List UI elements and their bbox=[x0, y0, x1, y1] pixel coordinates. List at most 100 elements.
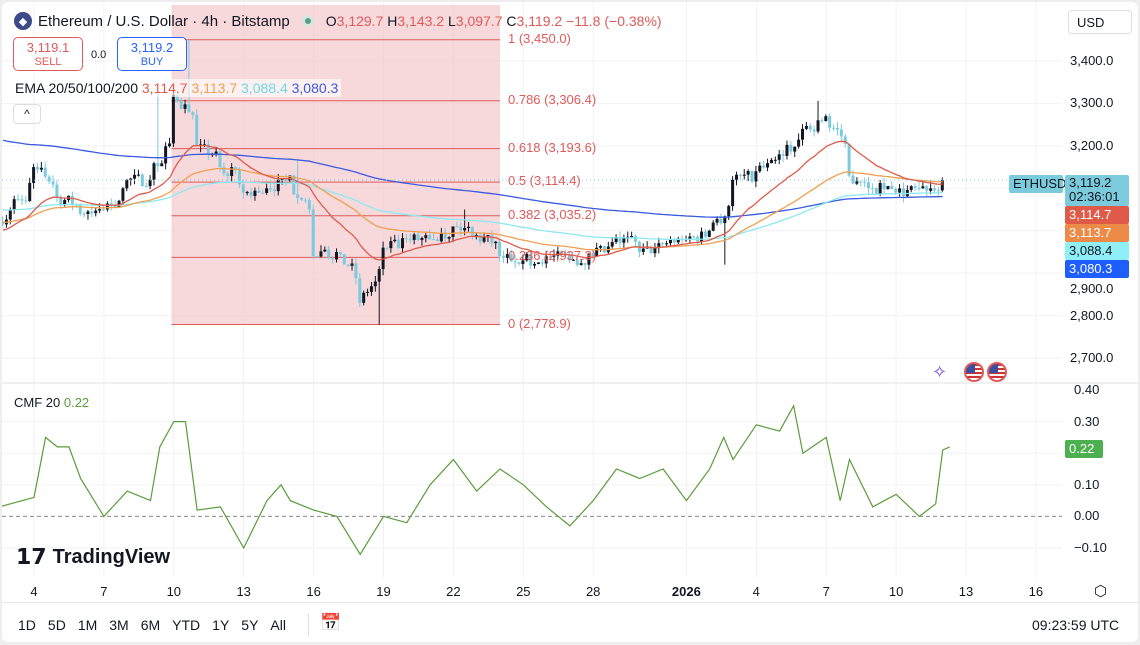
candle-body bbox=[16, 199, 20, 201]
settings-icon[interactable]: ⬡ bbox=[1094, 583, 1108, 600]
candle-body bbox=[467, 226, 471, 228]
tradingview-logo[interactable]: 𝟭𝟳 TradingView bbox=[16, 544, 171, 569]
candle-body bbox=[90, 211, 94, 214]
clock[interactable]: 09:23:59 UTC bbox=[1032, 617, 1120, 633]
sparkle-icon[interactable]: ✧ bbox=[932, 362, 948, 382]
currency-button[interactable]: USD bbox=[1068, 10, 1132, 34]
candle-body bbox=[51, 181, 55, 185]
candle-body bbox=[898, 188, 902, 193]
candle-body bbox=[618, 237, 622, 243]
cmf-value-tag: 0.22 bbox=[1065, 440, 1103, 458]
timeframe-5d[interactable]: 5D bbox=[47, 617, 66, 633]
candle-body bbox=[482, 237, 486, 242]
price-axis-label: 3,200.0 bbox=[1070, 137, 1114, 153]
candle-body bbox=[936, 190, 940, 192]
candle-body bbox=[886, 186, 890, 190]
date-axis-label: 25 bbox=[516, 584, 531, 599]
candle-body bbox=[397, 239, 401, 249]
timeframe-1d[interactable]: 1D bbox=[18, 617, 36, 633]
candle-body bbox=[261, 192, 265, 194]
candle-body bbox=[731, 179, 735, 207]
candle-body bbox=[665, 243, 669, 245]
candle-body bbox=[133, 174, 137, 179]
symbol-title[interactable]: Ethereum / U.S. Dollar · 4h · Bitstamp bbox=[38, 12, 290, 30]
candle-body bbox=[863, 181, 867, 183]
candle-body bbox=[894, 188, 898, 193]
timeframe-all[interactable]: All bbox=[270, 617, 286, 633]
candle-body bbox=[335, 251, 338, 260]
timeframe-1m[interactable]: 1M bbox=[77, 617, 98, 633]
candle-body bbox=[39, 167, 43, 170]
candle-body bbox=[432, 239, 436, 241]
candle-body bbox=[773, 159, 777, 161]
market-status-icon bbox=[301, 15, 314, 27]
candle-body bbox=[451, 226, 455, 237]
timeframe-ytd[interactable]: YTD bbox=[172, 617, 201, 633]
candle-body bbox=[393, 239, 397, 242]
candle-body bbox=[657, 243, 661, 249]
buy-button[interactable]: 3,119.2 BUY bbox=[117, 37, 187, 71]
candle-body bbox=[517, 262, 521, 264]
timeframe-1y[interactable]: 1Y bbox=[212, 617, 230, 633]
candle-body bbox=[509, 254, 513, 262]
candle-body bbox=[719, 218, 723, 224]
candle-body bbox=[156, 163, 160, 167]
candle-body bbox=[913, 186, 917, 188]
date-axis-label: 19 bbox=[376, 584, 391, 599]
candle-body bbox=[501, 256, 505, 258]
last-price-tag: 3,119.2 02:36:01 bbox=[1065, 175, 1129, 206]
candle-body bbox=[331, 258, 335, 260]
us-flag-event-icon[interactable] bbox=[964, 362, 984, 382]
candle-body bbox=[109, 203, 113, 205]
candle-body bbox=[742, 174, 746, 176]
candle-body bbox=[412, 234, 416, 240]
candle-body bbox=[595, 247, 599, 257]
candle-body bbox=[668, 239, 672, 244]
candle-body bbox=[490, 235, 494, 244]
candle-body bbox=[70, 195, 74, 205]
candle-body bbox=[98, 209, 102, 211]
fib-level-label: 0.786 (3,306.4) bbox=[508, 91, 597, 107]
timeframe-6m[interactable]: 6M bbox=[140, 617, 161, 633]
candle-body bbox=[319, 251, 323, 257]
candle-body bbox=[249, 192, 253, 196]
timeframe-3m[interactable]: 3M bbox=[109, 617, 129, 633]
candle-body bbox=[878, 182, 882, 195]
candle-body bbox=[824, 116, 828, 122]
candle-body bbox=[890, 186, 894, 189]
sell-button[interactable]: 3,119.1 SELL bbox=[13, 37, 83, 71]
candle-body bbox=[28, 182, 32, 202]
candle-body bbox=[622, 237, 626, 243]
candle-body bbox=[463, 227, 467, 231]
candle-body bbox=[474, 234, 478, 236]
candle-body bbox=[591, 253, 595, 257]
candle-body bbox=[870, 188, 874, 190]
candle-body bbox=[408, 239, 412, 241]
candle-body bbox=[808, 125, 812, 130]
candle-body bbox=[268, 188, 272, 190]
candle-body bbox=[338, 251, 342, 255]
candle-body bbox=[12, 199, 16, 210]
candle-body bbox=[20, 199, 24, 201]
price-axis-label: 3,400.0 bbox=[1070, 53, 1114, 68]
candle-body bbox=[366, 291, 370, 293]
candle-body bbox=[35, 167, 39, 170]
candle-body bbox=[257, 190, 261, 193]
collapse-legend-button[interactable]: ^ bbox=[13, 104, 41, 124]
us-flag-event-icon[interactable] bbox=[987, 362, 1007, 382]
candle-body bbox=[401, 238, 405, 249]
candle-body bbox=[874, 188, 878, 195]
date-axis-label: 13 bbox=[236, 584, 251, 599]
candle-body bbox=[707, 230, 711, 237]
timeframe-5y[interactable]: 5Y bbox=[241, 617, 259, 633]
cmf-legend[interactable]: CMF 20 0.22 bbox=[14, 395, 90, 410]
candle-body bbox=[195, 115, 199, 146]
candle-body bbox=[560, 251, 564, 254]
candle-body bbox=[125, 179, 129, 189]
cmf-axis-label: 0.30 bbox=[1074, 413, 1100, 429]
candle-body bbox=[758, 165, 762, 172]
go-to-date-icon[interactable]: 📅 bbox=[320, 613, 342, 632]
ema-legend[interactable]: EMA 20/50/100/200 3,114.7 3,113.7 3,088.… bbox=[12, 79, 342, 97]
